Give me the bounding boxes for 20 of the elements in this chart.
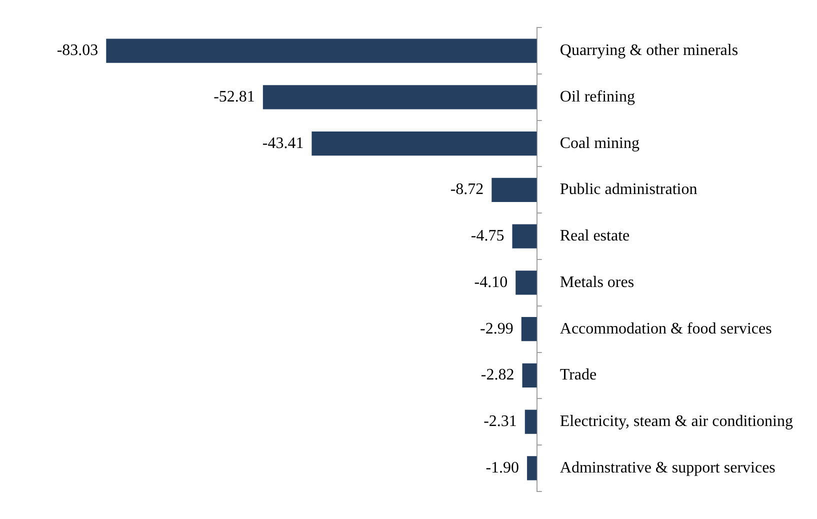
data-label: -43.41 [262, 134, 304, 152]
data-label: -2.31 [484, 413, 517, 430]
data-label: -4.10 [474, 274, 508, 291]
y-tick-label: Trade [560, 366, 597, 384]
y-tick-label: Metals ores [560, 274, 634, 291]
data-label: -2.99 [480, 320, 514, 338]
data-label: -2.82 [480, 366, 514, 384]
y-tick-label: Public administration [560, 181, 698, 198]
y-tick-label: Accommodation & food services [560, 320, 772, 338]
y-tick-label: Oil refining [560, 88, 635, 106]
y-tick-label: Electricity, steam & air conditioning [560, 413, 794, 430]
data-label: -8.72 [450, 181, 484, 198]
data-label: -52.81 [214, 88, 255, 106]
y-tick-label: Adminstrative & support services [560, 459, 776, 476]
y-tick-label: Quarrying & other minerals [560, 42, 738, 59]
y-tick-label: Real estate [560, 228, 630, 245]
data-label: -83.03 [56, 42, 98, 59]
y-tick-label: Coal mining [560, 134, 640, 152]
data-label: -4.75 [470, 228, 504, 245]
data-label: -1.90 [486, 459, 520, 476]
